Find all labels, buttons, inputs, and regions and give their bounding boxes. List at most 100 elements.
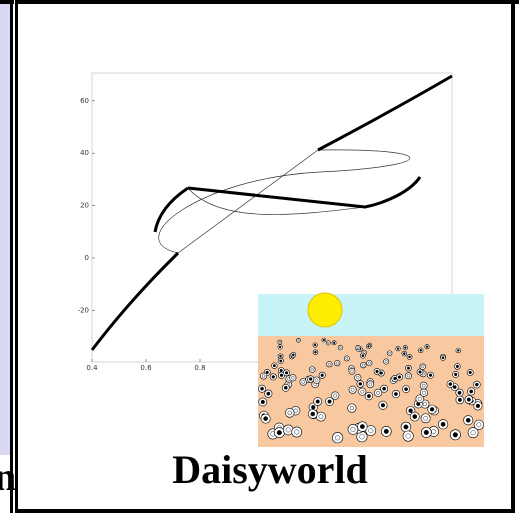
daisy-center (286, 428, 290, 432)
left-panel (0, 0, 10, 455)
daisy-center (397, 348, 399, 350)
daisy-center (333, 394, 336, 397)
daisy-center (476, 404, 480, 408)
daisy-center (469, 390, 472, 393)
daisy-center (431, 429, 436, 434)
daisy-center (467, 398, 471, 402)
daisy-center (311, 405, 315, 409)
daisy-center (350, 406, 354, 410)
daisy-center (407, 374, 410, 377)
curve-unstable (178, 150, 318, 253)
daisy-center (346, 357, 348, 359)
daisy-center (314, 351, 316, 353)
border (18, 509, 515, 513)
curve-stable (155, 188, 188, 232)
daisy-center (385, 360, 387, 362)
daisy-center (262, 375, 265, 378)
daisy-center (456, 365, 459, 368)
daisy-center (422, 391, 425, 394)
daisy-center (430, 407, 434, 411)
daisy-center (471, 430, 476, 435)
daisy-center (336, 362, 338, 364)
daisy-center (429, 374, 432, 377)
daisy-center (323, 339, 325, 341)
daisy-center (409, 409, 413, 413)
daisy-center (319, 415, 323, 419)
daisy-center (406, 434, 411, 439)
daisy-center (351, 427, 355, 431)
daisy-center (359, 382, 362, 385)
daisy-center (280, 374, 283, 377)
daisy-center (442, 357, 444, 359)
daisy-center (419, 371, 422, 374)
daisy-center (441, 422, 445, 426)
daisy-center (423, 402, 427, 406)
daisy-center (316, 400, 320, 404)
daisy-center (413, 415, 417, 419)
daisy-center (280, 360, 282, 362)
daisy-center (328, 363, 331, 366)
daisy-center (424, 430, 429, 435)
daisy-center (454, 373, 457, 376)
daisy-center (360, 424, 364, 428)
daisy-center (449, 383, 452, 386)
daisy-center (367, 394, 370, 397)
y-tick-label: 60 (80, 97, 89, 105)
daisy-center (314, 344, 316, 346)
daisy-center (335, 435, 340, 440)
daisy-center (420, 349, 422, 351)
daisy-center (458, 398, 462, 402)
daisy-center (404, 425, 408, 429)
daisy-center (356, 376, 359, 379)
daisy-center (292, 354, 294, 356)
daisy-center (381, 403, 385, 407)
daisy-center (475, 383, 478, 386)
daisy-center (394, 392, 397, 395)
daisy-center (279, 346, 281, 348)
daisy-center (328, 400, 332, 404)
daisy-center (376, 391, 379, 394)
daisy-center (266, 371, 269, 374)
daisy-center (311, 412, 315, 416)
daisy-center (279, 355, 281, 357)
daisy-center (339, 347, 341, 349)
daisy-center (272, 375, 275, 378)
curve-stable (318, 76, 452, 150)
daisy-center (383, 387, 386, 390)
daisy-center (285, 371, 288, 374)
left-caption: n (0, 454, 16, 499)
daisy-center (389, 352, 391, 354)
daisy-center (273, 364, 276, 367)
sky (258, 294, 484, 336)
daisy-center (426, 346, 428, 348)
curve-stable (188, 177, 420, 207)
daisy-center (368, 428, 373, 433)
y-tick-label: 0 (85, 254, 89, 262)
daisy-center (357, 347, 359, 349)
y-tick-label: 20 (80, 202, 89, 210)
daisy-center (421, 365, 424, 368)
daisy-center (466, 418, 470, 422)
daisy-center (277, 430, 282, 435)
daisy-center (384, 429, 389, 434)
daisy-center (422, 384, 425, 387)
daisy-center (362, 364, 365, 367)
daisy-center (403, 352, 405, 354)
divider (10, 0, 13, 513)
daisy-center (321, 374, 324, 377)
daisy-center (288, 411, 292, 415)
daisy-center (407, 367, 410, 370)
x-tick-label: 0.4 (86, 364, 98, 372)
daisy-center (457, 349, 459, 351)
daisy-center (267, 392, 270, 395)
x-tick-label: 0.8 (194, 364, 205, 372)
border (18, 0, 519, 4)
divider (15, 0, 18, 513)
daisy-center (260, 387, 263, 390)
daisy-center (291, 376, 294, 379)
daisy-center (458, 391, 461, 394)
daisy-center (477, 423, 481, 427)
daisy-center (368, 362, 370, 364)
daisy-center (362, 355, 364, 357)
daisy-center (351, 388, 354, 391)
